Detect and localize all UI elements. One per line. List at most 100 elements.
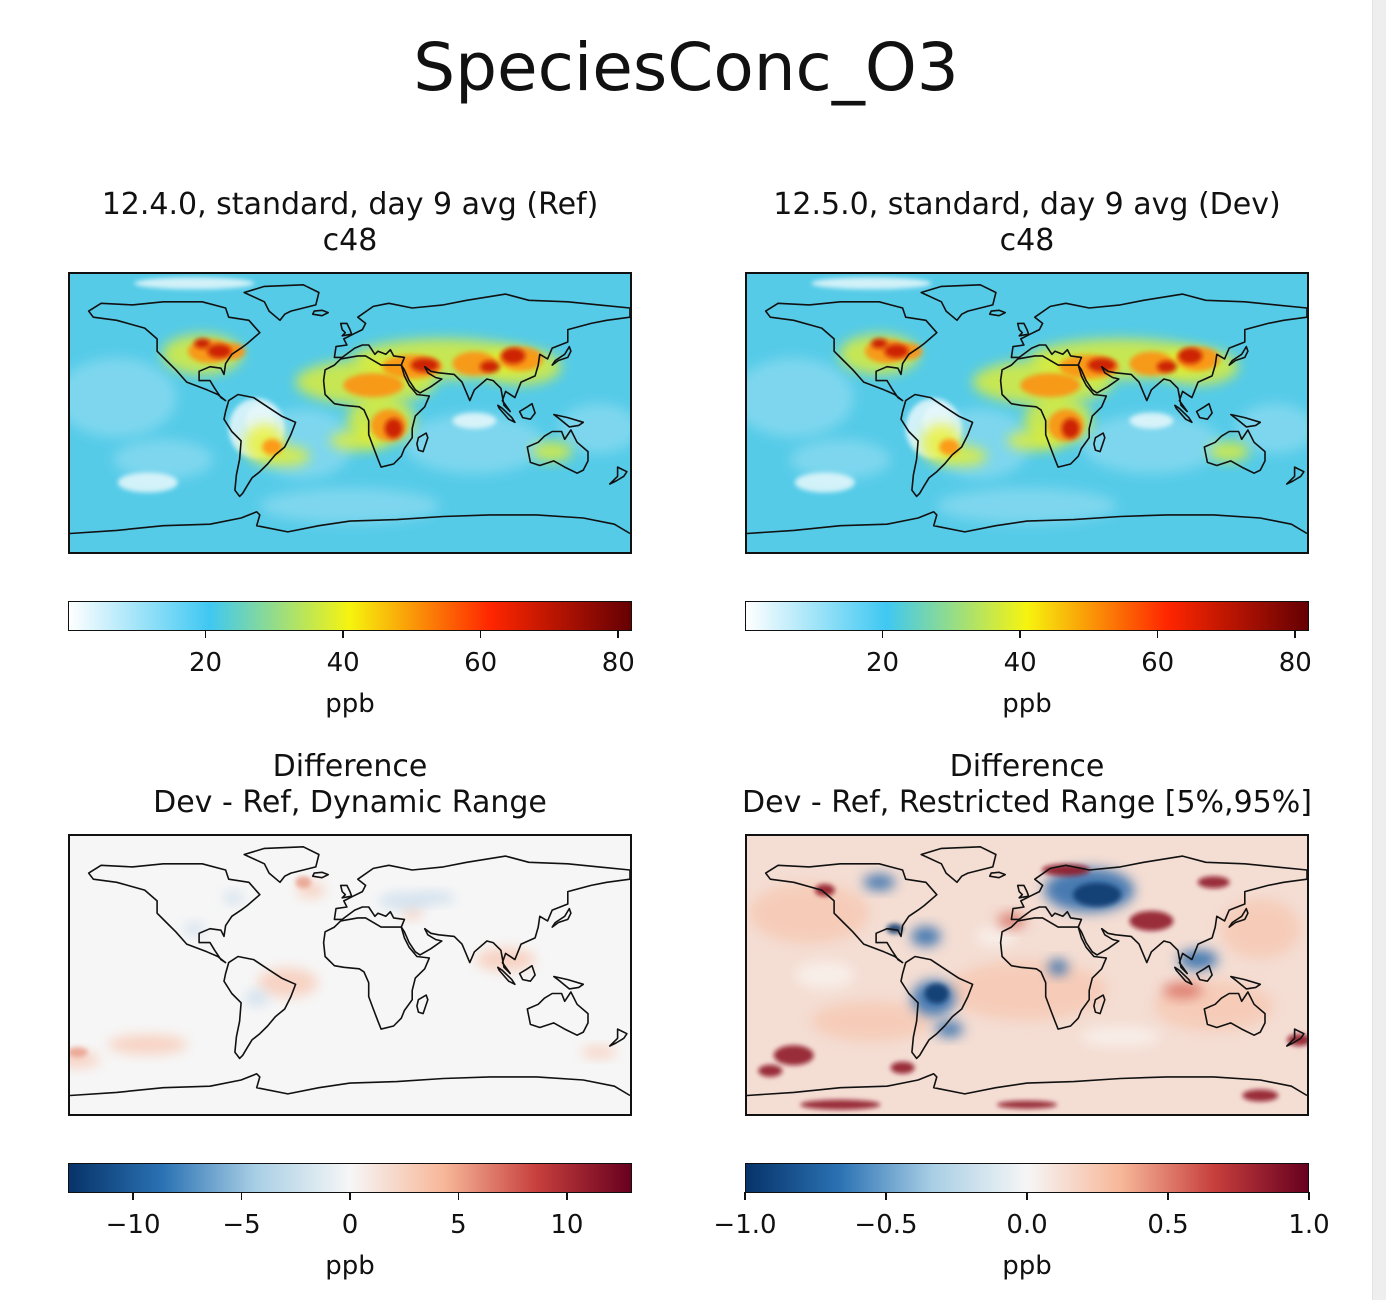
coastline-europe-asia (1010, 855, 1307, 975)
coastline-europe-asia (333, 855, 630, 975)
colorbar-tick-label: −1.0 (713, 1210, 777, 1240)
coastline-iceland (988, 309, 1006, 317)
colorbar-tick-label: 40 (326, 648, 360, 678)
concentration-field (70, 836, 630, 1114)
colorbar-tick (240, 1192, 243, 1200)
coastline-sumatra (1174, 966, 1193, 986)
panel-diff-restricted: Difference Dev - Ref, Restricted Range [… (677, 562, 1377, 1281)
panel-ref: 12.4.0, standard, day 9 avg (Ref) c48 20… (0, 0, 700, 719)
diff-restricted-map (745, 834, 1309, 1116)
dev-colorbar-label: ppb (1002, 689, 1052, 719)
coastline-north-america (87, 863, 261, 964)
panel-title-line1: 12.4.0, standard, day 9 avg (Ref) (101, 187, 599, 222)
coastline-south-america (900, 955, 974, 1060)
coastline-british-isles (339, 322, 353, 337)
coastline-borneo (1195, 964, 1213, 982)
coastline-europe-asia (1010, 293, 1307, 413)
coastline-africa (322, 917, 431, 1030)
colorbar-tick-label: 10 (550, 1210, 584, 1240)
panel-title-line2: c48 (999, 223, 1055, 258)
diff-restricted-colorbar-label: ppb (1002, 1251, 1052, 1281)
scrollbar[interactable] (1372, 0, 1386, 1300)
coastline-british-isles (1016, 322, 1030, 337)
coastline-japan (551, 907, 572, 928)
colorbar-tick (885, 1192, 887, 1200)
figure-title: SpeciesConc_O3 (413, 29, 959, 106)
dev-colorbar-ticks: 20 40 60 80 (745, 630, 1312, 678)
colorbar-tick-label: 0.0 (1006, 1210, 1048, 1240)
colorbar-tick-label: 0.5 (1147, 1210, 1189, 1240)
ref-colorbar-ticks: 20 40 60 80 (68, 630, 635, 678)
coastline-antarctica (70, 511, 630, 535)
coastline-australia (526, 991, 589, 1036)
concentration-field (70, 274, 630, 552)
coastline-greenland (243, 846, 320, 884)
colorbar-tick-label: 5 (450, 1210, 467, 1240)
coastline-borneo (1195, 402, 1213, 420)
panel-title-line1: Difference (272, 749, 428, 784)
colorbar-tick-label: −5 (222, 1210, 261, 1240)
coastline-new-zealand (1286, 466, 1305, 485)
diff-dynamic-colorbar-ticks: −10 −5 0 5 10 (68, 1192, 632, 1240)
colorbar-tick (349, 1192, 351, 1200)
coastline-british-isles (1016, 884, 1030, 899)
ref-colorbar (68, 601, 632, 631)
coastline-africa (999, 355, 1108, 468)
coastline-europe-asia (333, 293, 630, 413)
coastline-japan (551, 345, 572, 366)
coastline-new-zealand (1286, 1028, 1305, 1047)
coastline-japan (1228, 345, 1249, 366)
coastline-new-zealand (609, 1028, 628, 1047)
coastline-africa (999, 917, 1108, 1030)
coastline-antarctica (70, 1073, 630, 1097)
coastline-greenland (243, 284, 320, 322)
colorbar-tick (881, 630, 884, 638)
coastline-iceland (311, 871, 329, 879)
coastline-africa (322, 355, 431, 468)
coastline-north-america (87, 301, 261, 402)
coastline-north-america (764, 863, 938, 964)
colorbar-tick-label: 0 (341, 1210, 359, 1240)
coastline-new-guinea (1230, 975, 1262, 990)
coastline-south-america (900, 393, 974, 498)
coastlines (70, 846, 630, 1097)
panel-title-line1: 12.5.0, standard, day 9 avg (Dev) (773, 187, 1281, 222)
colorbar-tick-label: 20 (866, 648, 900, 678)
coastlines (70, 284, 630, 535)
coastline-iceland (311, 309, 329, 317)
coastline-madagascar (416, 994, 429, 1015)
colorbar-tick (617, 630, 619, 638)
colorbar-tick (1294, 630, 1296, 638)
coastline-antarctica (747, 1073, 1307, 1097)
coastline-south-america (223, 393, 297, 498)
concentration-field (747, 836, 1307, 1114)
dev-map (745, 272, 1309, 554)
coastline-antarctica (747, 511, 1307, 535)
coastline-australia (526, 429, 589, 474)
colorbar-tick (1019, 630, 1021, 638)
colorbar-tick (566, 1192, 568, 1200)
coastline-greenland (920, 846, 997, 884)
coastline-south-america (223, 955, 297, 1060)
dev-colorbar (745, 601, 1309, 631)
panel-title-line2: Dev - Ref, Restricted Range [5%,95%] (742, 785, 1312, 820)
coastline-sumatra (497, 404, 516, 424)
coastline-new-zealand (609, 466, 628, 485)
colorbar-tick (457, 1192, 460, 1200)
coastline-australia (1203, 429, 1266, 474)
colorbar-tick (1026, 1192, 1028, 1200)
colorbar-tick-label: 60 (464, 648, 498, 678)
coastline-sumatra (497, 966, 516, 986)
concentration-field (747, 274, 1307, 552)
coastline-madagascar (1093, 994, 1106, 1015)
panel-dev: 12.5.0, standard, day 9 avg (Dev) c48 20… (677, 0, 1377, 719)
colorbar-tick (132, 1192, 134, 1200)
coastlines (747, 846, 1307, 1097)
coastline-new-guinea (1230, 413, 1262, 428)
diff-dynamic-map (68, 834, 632, 1116)
diff-restricted-colorbar-ticks: −1.0 −0.5 0.0 0.5 1.0 (713, 1192, 1330, 1240)
ref-colorbar-label: ppb (325, 689, 375, 719)
ref-map (68, 272, 632, 554)
colorbar-tick (1167, 1192, 1169, 1200)
coastline-australia (1203, 991, 1266, 1036)
